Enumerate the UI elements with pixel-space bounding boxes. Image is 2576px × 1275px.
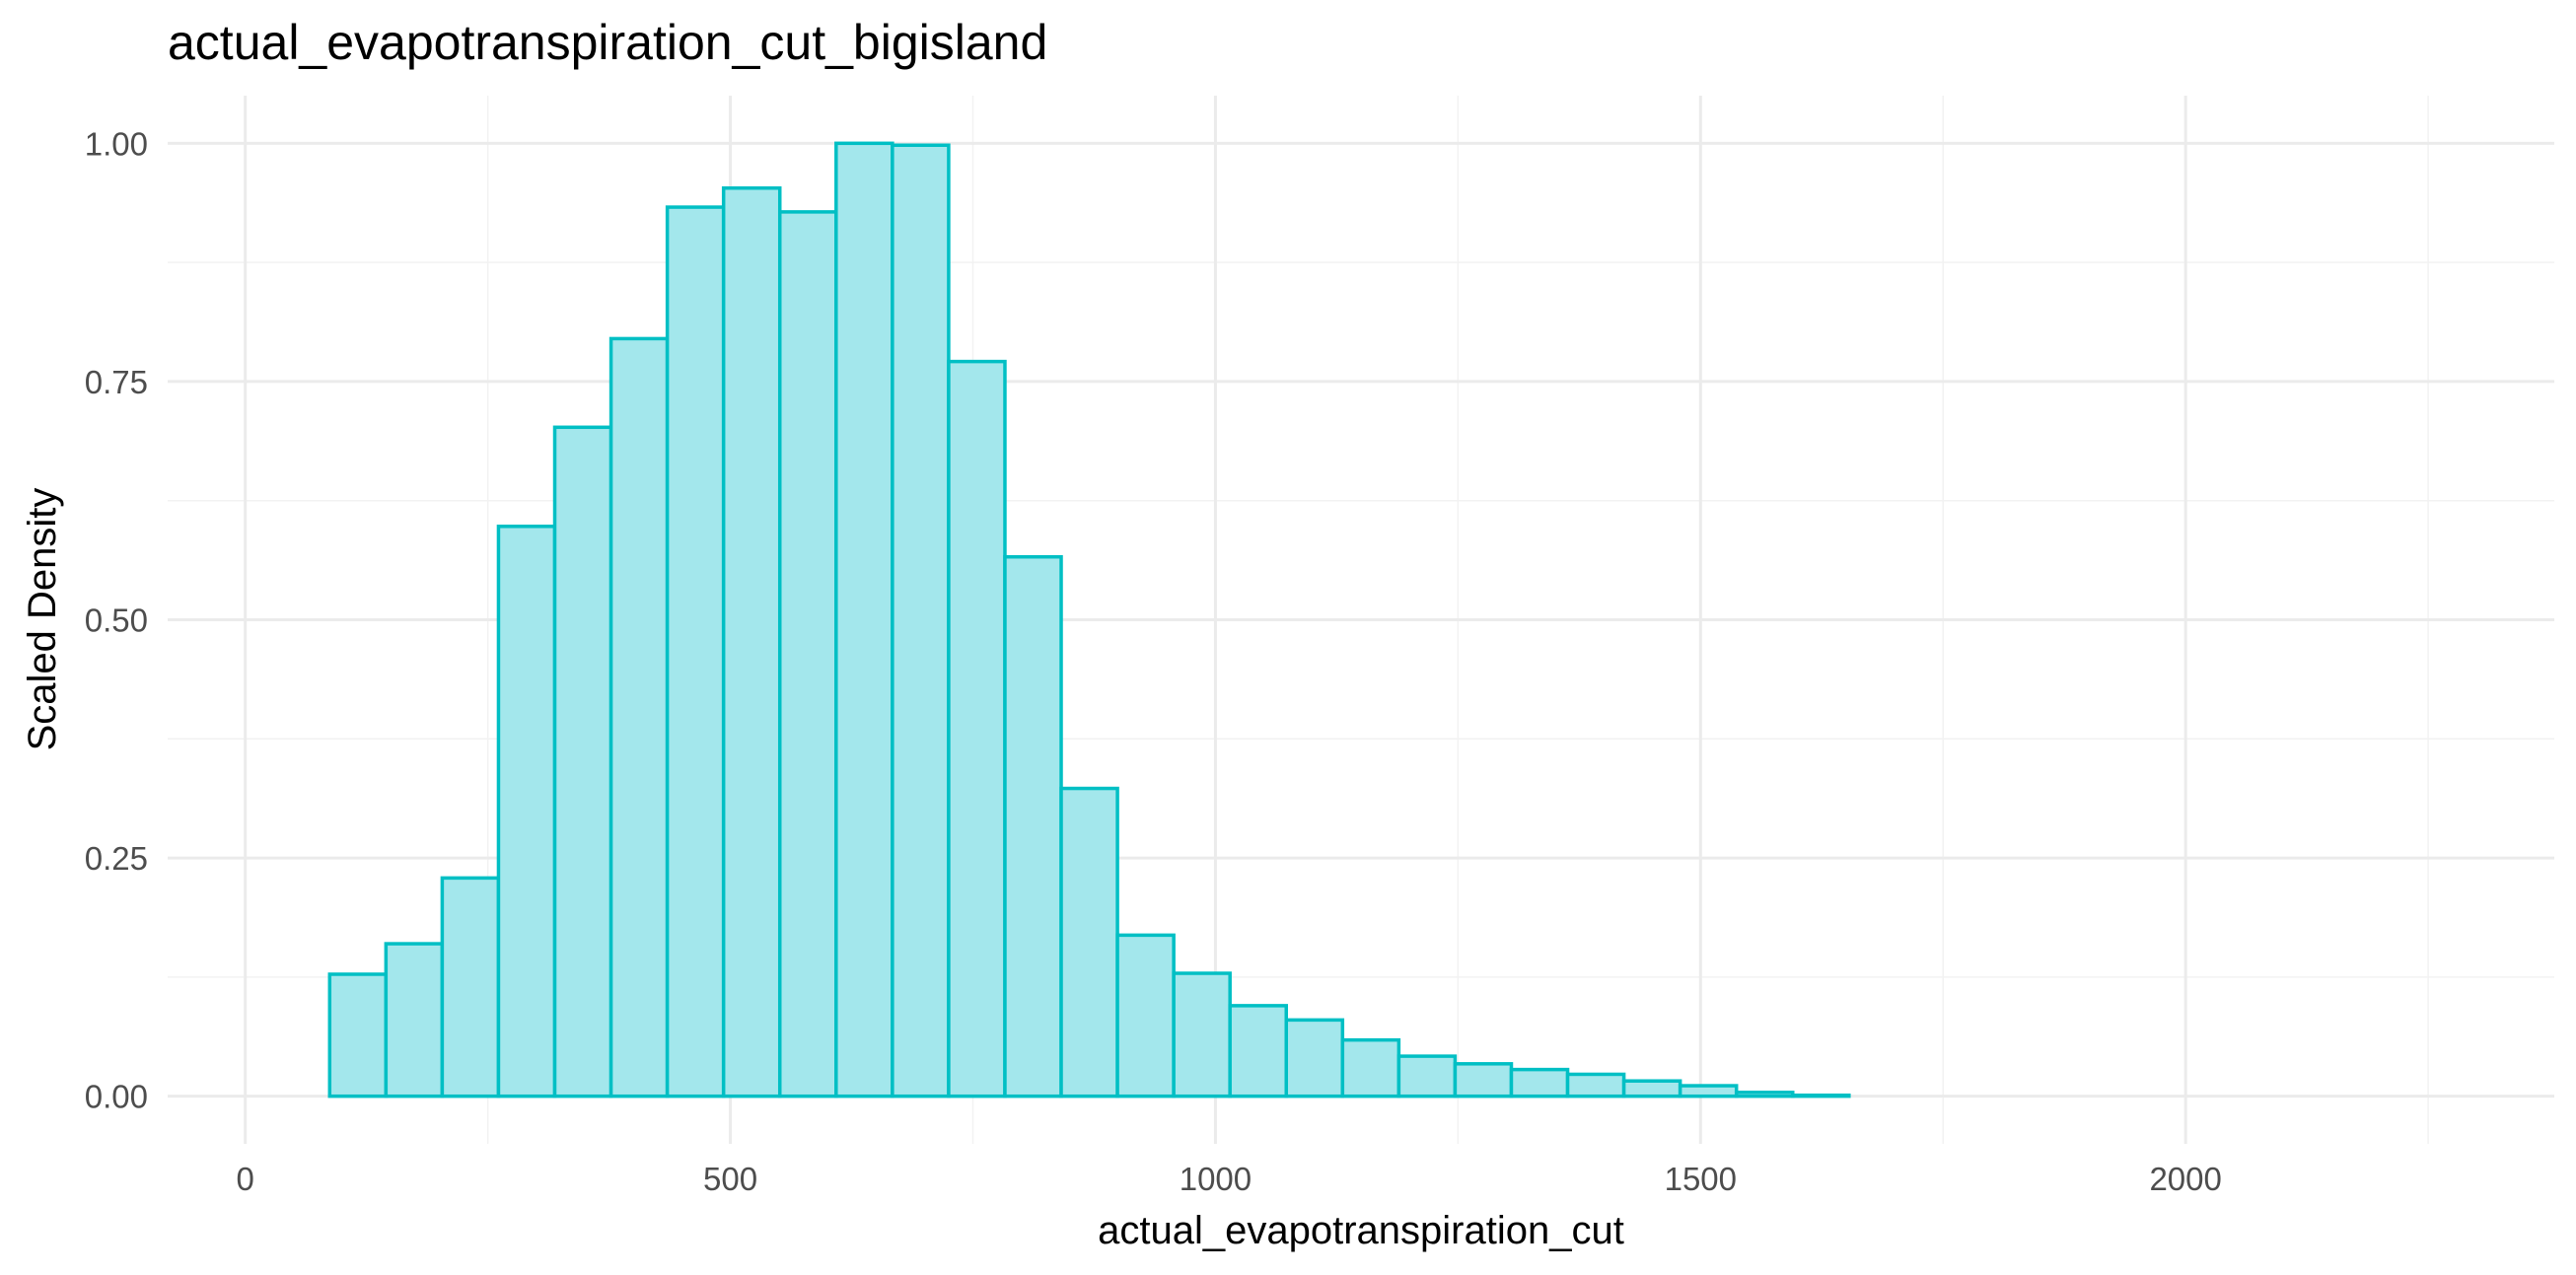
histogram-bar xyxy=(496,525,557,1098)
histogram-bar xyxy=(552,425,613,1098)
histogram-bar xyxy=(1115,933,1176,1098)
y-axis-ticks: 0.00 0.25 0.50 0.75 1.00 xyxy=(85,125,148,1114)
histogram-bar xyxy=(947,359,1007,1098)
histogram-bar xyxy=(1565,1072,1626,1098)
histogram-bar xyxy=(608,336,670,1098)
histogram-bar xyxy=(721,185,782,1098)
histogram-bar xyxy=(1228,1004,1289,1098)
histogram-bar xyxy=(1396,1054,1458,1098)
histogram-bar xyxy=(327,972,389,1098)
histogram-bar xyxy=(891,143,951,1098)
histogram-bar xyxy=(777,210,838,1098)
histogram-bar xyxy=(1791,1093,1851,1098)
y-axis-title: Scaled Density xyxy=(21,488,64,751)
histogram-bar xyxy=(1621,1079,1682,1098)
y-tick-label: 0.25 xyxy=(85,840,148,877)
x-axis-title: actual_evapotranspiration_cut xyxy=(1098,1209,1624,1252)
x-tick-label: 0 xyxy=(237,1161,254,1197)
histogram-bar xyxy=(1172,971,1232,1098)
histogram-bar xyxy=(1340,1037,1401,1098)
x-tick-label: 2000 xyxy=(2149,1161,2221,1197)
x-tick-label: 500 xyxy=(703,1161,757,1197)
chart-title: actual_evapotranspiration_cut_bigisland xyxy=(168,15,1047,70)
y-tick-label: 0.50 xyxy=(85,602,148,639)
y-tick-label: 1.00 xyxy=(85,125,148,162)
histogram-bar xyxy=(1509,1067,1570,1098)
histogram-bar xyxy=(1003,554,1063,1098)
histogram-bar xyxy=(384,942,445,1098)
bars-layer xyxy=(327,141,1851,1098)
y-tick-label: 0.75 xyxy=(85,364,148,400)
histogram-bar xyxy=(1734,1091,1795,1098)
histogram-bar xyxy=(1284,1018,1345,1098)
histogram-bar xyxy=(1059,786,1119,1098)
x-axis-ticks: 0 500 1000 1500 2000 xyxy=(237,1161,2222,1197)
x-tick-label: 1500 xyxy=(1665,1161,1737,1197)
y-tick-label: 0.00 xyxy=(85,1079,148,1115)
histogram-bar xyxy=(1453,1062,1514,1098)
histogram-bar xyxy=(665,205,726,1098)
histogram-bar xyxy=(1678,1084,1739,1098)
x-tick-label: 1000 xyxy=(1180,1161,1252,1197)
histogram-bar xyxy=(834,141,894,1098)
histogram-bar xyxy=(440,876,501,1098)
